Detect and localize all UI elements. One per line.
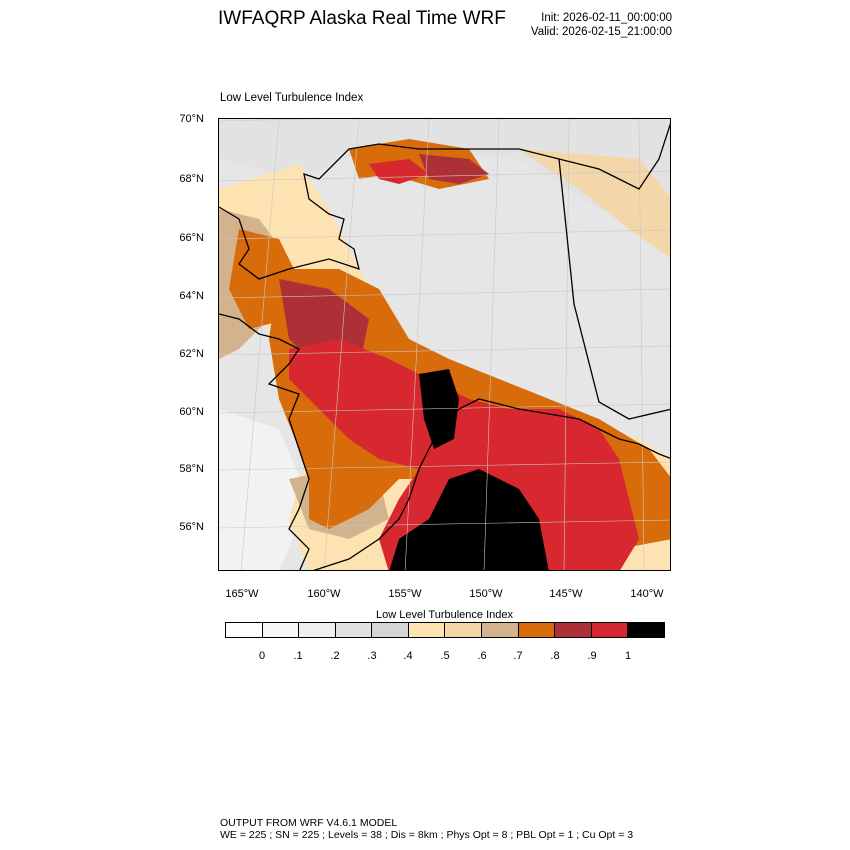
main-title: IWFAQRP Alaska Real Time WRF [218,8,506,29]
valid-time: Valid: 2026-02-15_21:00:00 [530,26,672,38]
lon-label-140w: 140°W [630,588,664,600]
colorbar-label: .2 [330,650,340,662]
colorbar-label: 0 [258,650,266,662]
colorbar [225,622,665,638]
lon-label-155w: 155°W [388,588,422,600]
colorbar-box [408,623,446,637]
region-black-gulf [389,469,549,570]
colorbar-label: .8 [550,650,560,662]
colorbar-box [518,623,556,637]
colorbar-box [555,623,592,637]
colorbar-label: .1 [293,650,303,662]
colorbar-box [372,623,409,637]
colorbar-label: .4 [403,650,413,662]
lat-label-64n: 64°N [179,290,204,302]
colorbar-box [628,623,664,637]
lon-label-160w: 160°W [307,588,341,600]
turbulence-map [218,118,671,571]
colorbar-label: 1 [624,650,632,662]
region-black-cook-inlet [419,369,459,449]
colorbar-box [262,623,300,637]
region-darkred-north [419,154,489,184]
colorbar-box [445,623,483,637]
lat-label-56n: 56°N [179,521,204,533]
init-time: Init: 2026-02-11_00:00:00 [541,12,672,24]
lat-label-66n: 66°N [179,232,204,244]
region-tan-northeast [519,149,670,258]
region-west-ocean [219,409,309,570]
colorbar-label: .9 [587,650,597,662]
coastline [219,123,670,570]
region-red-central [289,339,639,570]
colorbar-box [482,623,519,637]
region-red-north [369,159,429,184]
canada-border [558,158,670,420]
model-output-line: OUTPUT FROM WRF V4.6.1 MODEL [220,817,398,829]
lat-label-70n: 70°N [179,113,204,125]
lat-label-58n: 58°N [179,463,204,475]
lat-label-68n: 68°N [179,173,204,185]
lon-label-145w: 145°W [549,588,583,600]
colorbar-box [226,623,263,637]
graticule [219,119,670,570]
colorbar-box [299,623,336,637]
colorbar-title: Low Level Turbulence Index [376,609,513,621]
model-config-line: WE = 225 ; SN = 225 ; Levels = 38 ; Dis … [220,829,634,841]
colorbar-label: .7 [513,650,523,662]
map-plot [219,119,670,570]
field-title: Low Level Turbulence Index [220,92,364,104]
colorbar-label: .6 [477,650,487,662]
lon-label-150w: 150°W [469,588,503,600]
colorbar-box [335,623,373,637]
region-light-north [219,119,670,239]
lat-label-62n: 62°N [179,348,204,360]
lat-label-60n: 60°N [179,406,204,418]
colorbar-label: .5 [440,650,450,662]
colorbar-box [591,623,629,637]
lon-label-165w: 165°W [225,588,259,600]
colorbar-label: .3 [367,650,377,662]
